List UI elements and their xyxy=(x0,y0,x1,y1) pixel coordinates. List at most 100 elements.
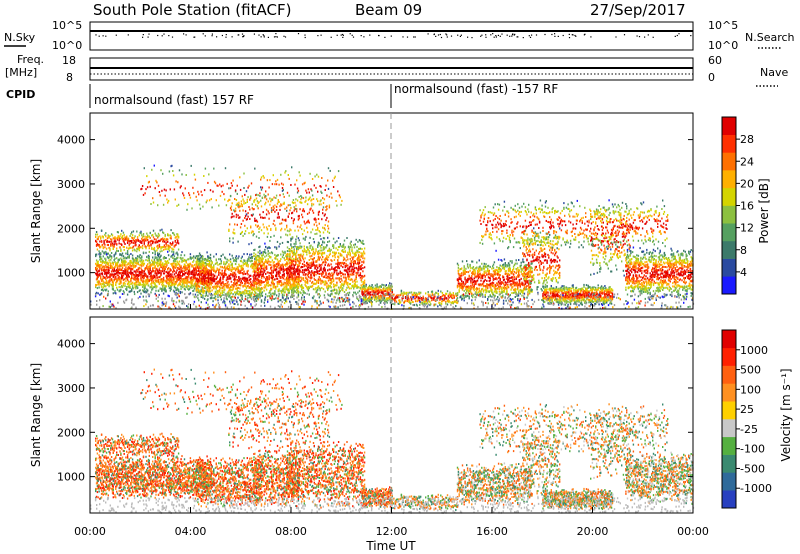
power-echo xyxy=(260,288,261,290)
nsearch-dot xyxy=(678,33,679,34)
power-echo xyxy=(149,256,150,258)
power-echo xyxy=(241,260,242,262)
power-echo xyxy=(302,269,303,271)
power-echo xyxy=(362,240,363,242)
power-echo xyxy=(147,260,148,262)
power-echo xyxy=(318,278,319,280)
power-echo xyxy=(363,293,364,295)
power-echo xyxy=(320,283,321,285)
power-echo xyxy=(269,277,270,279)
nsky-tick-bottom: 10^0 xyxy=(52,39,82,52)
power-echo xyxy=(326,285,327,287)
power-echo xyxy=(258,269,259,271)
power-echo xyxy=(229,301,230,303)
power-echo xyxy=(294,290,295,292)
power-echo xyxy=(338,256,339,258)
power-echo xyxy=(349,270,350,272)
power-echo xyxy=(211,274,212,276)
power-echo xyxy=(267,295,268,297)
power-echo xyxy=(232,272,233,274)
power-echo xyxy=(113,285,114,287)
power-echo xyxy=(276,275,277,277)
power-echo xyxy=(309,255,310,257)
power-echo xyxy=(274,254,275,256)
power-echo xyxy=(310,245,311,247)
nsearch-dot xyxy=(148,34,149,35)
power-echo xyxy=(325,247,326,249)
nsearch-dot xyxy=(558,36,559,37)
power-echo xyxy=(115,284,116,286)
power-echo xyxy=(227,259,228,261)
power-echo xyxy=(283,254,284,256)
power-echo xyxy=(293,277,294,279)
power-echo xyxy=(130,253,131,255)
power-echo xyxy=(119,246,120,248)
nsearch-dot xyxy=(105,36,106,37)
power-echo xyxy=(200,290,201,292)
power-echo xyxy=(356,284,357,286)
nsearch-dot xyxy=(212,34,213,35)
power-echo xyxy=(324,294,325,296)
power-echo xyxy=(118,250,119,252)
power-echo xyxy=(350,258,351,260)
power-echo xyxy=(353,263,354,265)
power-echo xyxy=(156,286,157,288)
nsearch-dot xyxy=(467,37,468,38)
power-echo xyxy=(273,261,274,263)
power-echo xyxy=(346,256,347,258)
power-echo xyxy=(272,252,273,254)
power-echo xyxy=(345,251,346,253)
nsearch-dot xyxy=(342,37,343,38)
power-echo xyxy=(257,256,258,258)
power-echo xyxy=(222,281,223,283)
power-echo xyxy=(170,238,171,240)
power-echo xyxy=(289,249,290,251)
power-echo xyxy=(336,282,337,284)
power-echo xyxy=(237,290,238,292)
power-echo xyxy=(213,266,214,268)
power-echo xyxy=(265,273,266,275)
power-echo xyxy=(323,261,324,263)
power-echo xyxy=(230,290,231,292)
power-echo xyxy=(268,250,269,252)
power-echo xyxy=(289,259,290,261)
power-echo xyxy=(165,246,166,248)
power-echo xyxy=(261,281,262,283)
power-echo xyxy=(371,291,372,293)
power-echo xyxy=(315,250,316,252)
power-echo xyxy=(323,288,324,290)
power-echo xyxy=(164,241,165,243)
power-echo xyxy=(252,260,253,262)
power-echo xyxy=(258,287,259,289)
power-echo xyxy=(136,283,137,285)
power-echo xyxy=(145,274,146,276)
power-echo xyxy=(157,245,158,247)
power-echo xyxy=(130,281,131,283)
power-echo xyxy=(302,294,303,296)
power-echo xyxy=(272,259,273,261)
power-echo xyxy=(343,251,344,253)
power-echo xyxy=(289,292,290,294)
power-echo xyxy=(153,280,154,282)
power-echo xyxy=(311,270,312,272)
power-echo xyxy=(143,260,144,262)
power-echo xyxy=(257,272,258,274)
power-echo xyxy=(361,277,362,279)
nsearch-dot xyxy=(639,36,640,37)
nsearch-dot xyxy=(350,33,351,34)
power-echo xyxy=(100,283,101,285)
power-echo xyxy=(188,285,189,287)
power-echo xyxy=(109,276,110,278)
power-echo xyxy=(177,257,178,259)
power-echo xyxy=(324,276,325,278)
power-echo xyxy=(263,254,264,256)
power-echo xyxy=(157,262,158,264)
power-echo xyxy=(239,265,240,267)
nsearch-dot xyxy=(242,34,243,35)
power-echo xyxy=(316,280,317,282)
power-echo xyxy=(202,295,203,297)
power-echo xyxy=(311,277,312,279)
power-echo xyxy=(220,287,221,289)
power-echo xyxy=(325,264,326,266)
power-echo xyxy=(279,290,280,292)
